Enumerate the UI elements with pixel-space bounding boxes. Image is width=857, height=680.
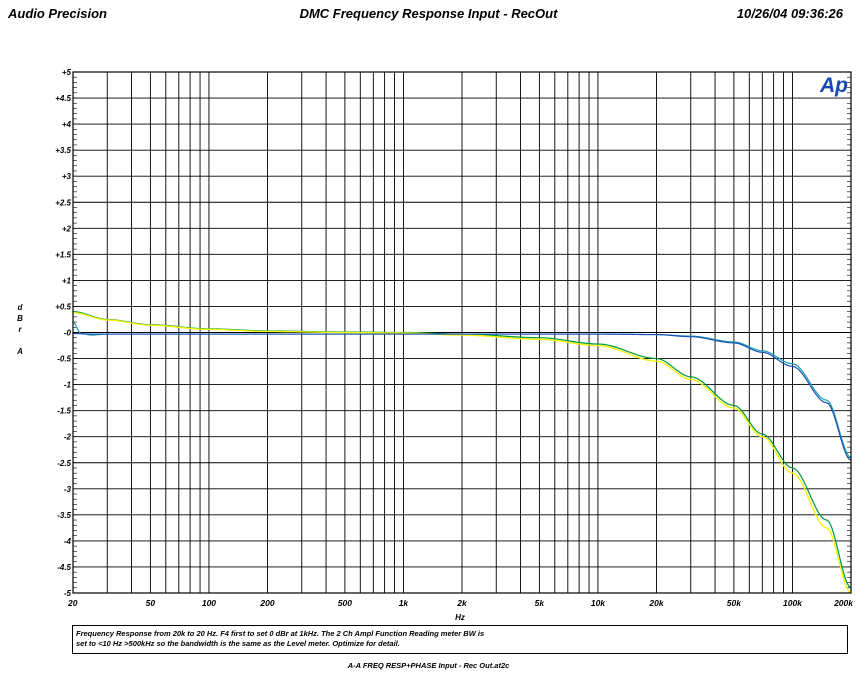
x-tick-label: 5k <box>535 598 546 608</box>
y-tick-label: -3.5 <box>57 511 71 520</box>
y-tick-label: -3 <box>64 485 72 494</box>
y-tick-label: +1.5 <box>55 250 71 259</box>
header-timestamp: 10/26/04 09:36:26 <box>736 6 843 21</box>
x-tick-label: 50k <box>727 598 742 608</box>
x-tick-label: 100k <box>783 598 803 608</box>
series-line <box>72 312 852 594</box>
y-tick-label: +2 <box>62 224 72 233</box>
y-tick-label: +1 <box>62 276 72 285</box>
y-tick-label: -4.5 <box>57 563 71 572</box>
annotation-line-1: Frequency Response from 20k to 20 Hz. F4… <box>76 629 485 638</box>
y-tick-label: +2.5 <box>55 198 71 207</box>
chart-series <box>72 311 852 594</box>
x-tick-label: 20k <box>648 598 664 608</box>
chart-title: DMC Frequency Response Input - RecOut <box>299 6 558 21</box>
y-tick-label: +0.5 <box>55 302 71 311</box>
x-axis-label: Hz <box>455 613 465 622</box>
y-tick-label: -2 <box>64 433 72 442</box>
y-axis-label-char: d <box>18 303 24 312</box>
y-tick-labels: +5 +4.5 +4 +3.5 +3 +2.5 +2 +1.5 +1 +0.5 -0 -0.5 -1 -1… <box>55 68 71 598</box>
y-axis-label-char: A <box>16 347 23 356</box>
y-tick-label: +4.5 <box>55 94 71 103</box>
y-axis-label-char: r <box>18 325 22 334</box>
y-axis-label: dBr A <box>16 303 23 356</box>
y-tick-label: +3.5 <box>55 146 71 155</box>
series-line <box>72 332 852 461</box>
annotation-line-2: set to <10 Hz >500kHz so the bandwidth i… <box>76 639 400 648</box>
ap-logo: Ap <box>819 74 848 97</box>
y-tick-label: +4 <box>62 120 72 129</box>
footer-filename: A-A FREQ RESP+PHASE Input - Rec Out.at2c <box>347 661 510 670</box>
x-tick-label: 20 <box>67 598 78 608</box>
plot-frame <box>72 71 852 594</box>
x-tick-label: 2k <box>456 598 468 608</box>
y-tick-label: +3 <box>62 172 72 181</box>
x-tick-label: 1k <box>399 598 410 608</box>
x-tick-label: 50 <box>146 598 156 608</box>
y-tick-label: -0.5 <box>57 355 71 364</box>
y-tick-label: -1.5 <box>57 407 71 416</box>
chart-grid <box>73 71 851 594</box>
header-app-name: Audio Precision <box>8 6 107 21</box>
y-tick-label: -2.5 <box>57 459 71 468</box>
x-tick-label: 10k <box>591 598 606 608</box>
y-tick-label: -5 <box>64 589 72 598</box>
x-tick-labels: 20 50 100 200 500 1k 2k 5k 10k 20k 50k 100k 200k <box>67 598 854 608</box>
y-tick-label: -4 <box>64 537 72 546</box>
x-tick-label: 100 <box>202 598 216 608</box>
y-tick-label: -0 <box>64 329 72 338</box>
y-tick-label: -1 <box>64 381 72 390</box>
x-tick-label: 500 <box>338 598 352 608</box>
y-tick-label: +5 <box>62 68 72 77</box>
y-axis-label-char: B <box>17 314 23 323</box>
x-tick-label: 200 <box>259 598 274 608</box>
annotation-box: Frequency Response from 20k to 20 Hz. F4… <box>72 625 848 654</box>
x-tick-label: 200k <box>833 598 854 608</box>
